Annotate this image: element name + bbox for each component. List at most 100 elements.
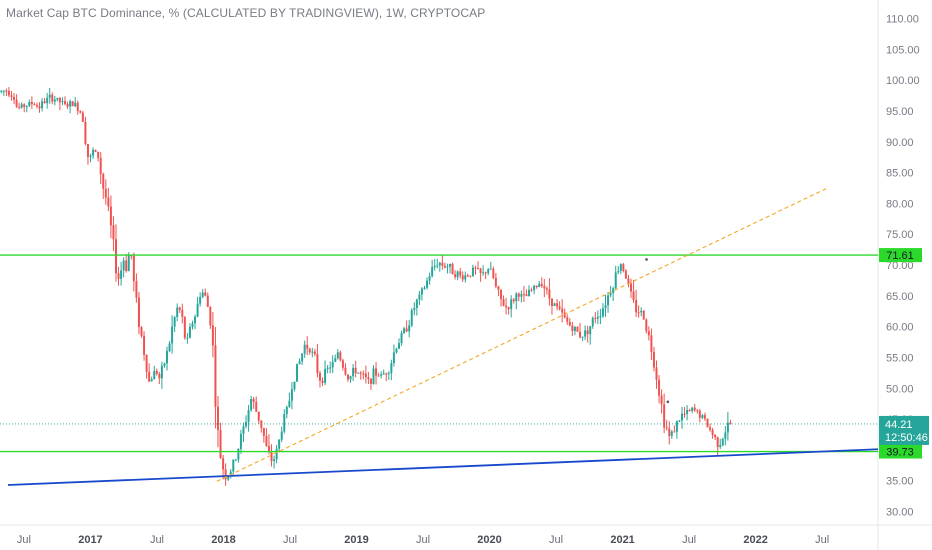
candle-body[interactable] [489, 268, 492, 270]
candle-body[interactable] [482, 272, 485, 274]
candle-body[interactable] [150, 379, 153, 382]
candle-body[interactable] [56, 97, 59, 100]
candle-body[interactable] [38, 106, 41, 109]
candle-body[interactable] [533, 285, 536, 291]
candle-body[interactable] [642, 310, 645, 320]
projection-trendline[interactable] [216, 186, 830, 482]
candle-body[interactable] [359, 372, 362, 374]
candle-body[interactable] [163, 363, 166, 366]
candle-body[interactable] [117, 273, 120, 279]
candle-body[interactable] [296, 363, 299, 382]
candle-body[interactable] [209, 306, 212, 326]
candle-body[interactable] [171, 326, 174, 344]
candle-body[interactable] [721, 438, 724, 446]
candle-body[interactable] [239, 434, 242, 450]
candle-body[interactable] [247, 410, 250, 422]
candle-body[interactable] [168, 343, 171, 352]
candle-body[interactable] [362, 373, 365, 375]
candle-body[interactable] [112, 225, 115, 240]
candle-body[interactable] [127, 255, 130, 272]
candle-body[interactable] [79, 111, 82, 113]
candle-body[interactable] [357, 372, 360, 374]
candle-body[interactable] [630, 283, 633, 292]
candle-body[interactable] [675, 421, 678, 432]
candle-body[interactable] [178, 307, 181, 310]
candle-body[interactable] [469, 275, 472, 277]
candle-body[interactable] [591, 317, 594, 327]
candle-body[interactable] [599, 316, 602, 318]
candle-body[interactable] [214, 345, 217, 407]
candle-body[interactable] [255, 401, 258, 412]
candle-body[interactable] [262, 427, 265, 436]
candle-body[interactable] [693, 407, 696, 411]
candle-body[interactable] [464, 275, 467, 280]
candle-body[interactable] [443, 265, 446, 268]
candle-body[interactable] [48, 94, 51, 98]
candle-body[interactable] [673, 431, 676, 433]
candle-body[interactable] [71, 101, 74, 107]
candle-body[interactable] [211, 325, 214, 346]
candle-body[interactable] [334, 358, 337, 362]
candle-body[interactable] [466, 275, 469, 277]
candle-body[interactable] [553, 303, 556, 307]
candle-body[interactable] [227, 475, 230, 480]
candle-body[interactable] [609, 293, 612, 296]
candle-body[interactable] [339, 352, 342, 361]
candle-body[interactable] [94, 149, 97, 152]
candle-body[interactable] [614, 272, 617, 289]
candle-body[interactable] [30, 101, 33, 105]
candle-body[interactable] [33, 104, 36, 106]
candle-body[interactable] [232, 459, 235, 472]
candle-body[interactable] [617, 271, 620, 273]
candle-body[interactable] [158, 373, 161, 379]
candle-body[interactable] [53, 99, 56, 102]
candle-body[interactable] [538, 283, 541, 288]
candle-body[interactable] [604, 305, 607, 309]
candle-body[interactable] [369, 378, 372, 384]
candle-body[interactable] [219, 430, 222, 459]
candle-body[interactable] [13, 96, 16, 100]
candle-body[interactable] [237, 449, 240, 460]
candle-body[interactable] [140, 327, 143, 336]
candle-body[interactable] [122, 260, 125, 271]
candle-body[interactable] [624, 270, 627, 279]
candle-body[interactable] [635, 300, 638, 313]
candle-body[interactable] [206, 295, 209, 307]
candle-body[interactable] [120, 270, 123, 279]
candle-body[interactable] [372, 368, 375, 384]
candle-body[interactable] [719, 445, 722, 447]
candle-body[interactable] [347, 374, 350, 380]
candle-body[interactable] [397, 343, 400, 349]
candle-body[interactable] [716, 437, 719, 447]
candle-body[interactable] [535, 285, 538, 288]
candle-body[interactable] [43, 101, 46, 104]
candle-body[interactable] [680, 413, 683, 421]
candle-body[interactable] [691, 407, 694, 412]
candle-body[interactable] [698, 410, 701, 418]
candle-body[interactable] [714, 434, 717, 438]
candle-body[interactable] [257, 411, 260, 421]
candle-body[interactable] [229, 471, 232, 476]
candle-body[interactable] [290, 389, 293, 401]
candle-body[interactable] [670, 431, 673, 437]
candle-body[interactable] [196, 303, 199, 317]
candle-body[interactable] [726, 422, 729, 433]
candle-body[interactable] [143, 335, 146, 355]
candle-body[interactable] [20, 104, 23, 108]
candle-body[interactable] [640, 310, 643, 313]
candle-body[interactable] [426, 280, 429, 288]
candle-body[interactable] [270, 451, 273, 462]
candle-body[interactable] [86, 143, 89, 157]
candle-body[interactable] [543, 285, 546, 289]
candle-body[interactable] [125, 260, 128, 272]
candle-body[interactable] [522, 294, 525, 296]
candle-body[interactable] [668, 428, 671, 437]
candle-body[interactable] [487, 269, 490, 274]
candle-body[interactable] [102, 173, 105, 189]
candle-body[interactable] [186, 337, 189, 339]
candle-body[interactable] [584, 330, 587, 337]
candle-body[interactable] [484, 272, 487, 274]
candle-body[interactable] [344, 367, 347, 375]
candle-body[interactable] [711, 429, 714, 435]
candle-body[interactable] [303, 344, 306, 354]
